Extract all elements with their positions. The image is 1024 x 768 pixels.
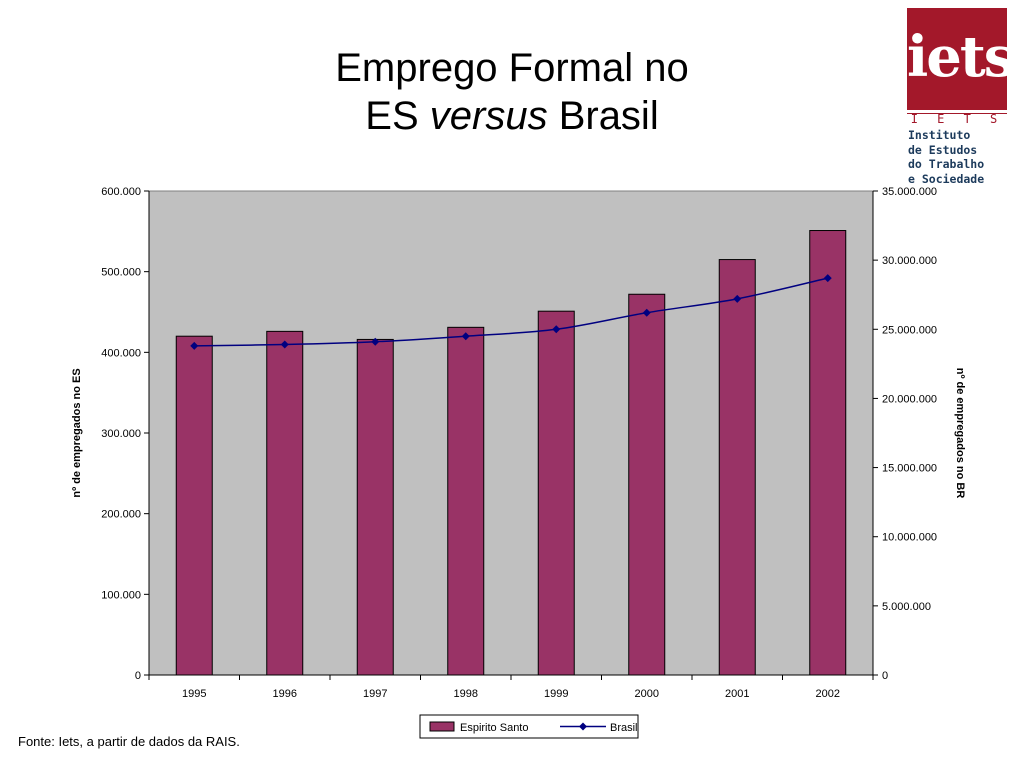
title-brasil: Brasil [558, 94, 659, 138]
logo-mark [907, 8, 1007, 110]
marker-brasil [733, 294, 742, 303]
marker-brasil [461, 332, 470, 341]
marker-brasil [371, 337, 380, 346]
slide-title: Emprego Formal no ES versus Brasil [0, 44, 1024, 140]
logo-name-line: de Estudos [908, 142, 978, 157]
title-line-1: Emprego Formal no [335, 46, 689, 90]
marker-brasil [280, 340, 289, 349]
y-axis-label: nº de empregados no ES [71, 368, 83, 497]
y-tick-label: 100.000 [101, 589, 141, 601]
bar-espirito-santo [356, 338, 394, 676]
logo-name-line: e Sociedade [908, 171, 985, 186]
plot-area [148, 190, 874, 676]
iets-logo: iets I E T S Instituto de Estudos do Tra… [904, 8, 1015, 196]
y-tick-label: 200.000 [101, 509, 141, 521]
y2-tick-label: 5.000.000 [882, 601, 931, 613]
legend-label-brasil: Brasil [610, 722, 638, 734]
logo-abbreviation: I E T S [910, 112, 1004, 126]
title-es: ES [365, 94, 419, 138]
logo-letters: iets [907, 24, 1015, 90]
y2-tick-label: 20.000.000 [882, 393, 937, 405]
x-tick-label: 1996 [273, 688, 297, 700]
title-line-2: ES versus Brasil [0, 92, 1024, 140]
bar-espirito-santo [447, 326, 485, 676]
title-versus: versus [429, 94, 548, 138]
source-note: Fonte: Iets, a partir de dados da RAIS. [18, 734, 240, 749]
logo-institute-name: Instituto de Estudos do Trabalho e Socie… [908, 128, 1012, 186]
logo-name-line: Instituto [908, 128, 971, 142]
marker-brasil [552, 325, 561, 334]
x-tick-label: 2002 [816, 688, 840, 700]
legend-swatch-espirito-santo [429, 721, 455, 732]
x-tick-label: 2001 [725, 688, 749, 700]
logo-rule [907, 113, 1007, 114]
y-tick-label: 500.000 [101, 267, 141, 279]
legend-marker-brasil [579, 722, 587, 731]
legend [419, 714, 639, 739]
y-tick-label: 400.000 [101, 347, 141, 359]
y-tick-label: 300.000 [101, 428, 141, 440]
x-tick-label: 2000 [635, 688, 659, 700]
bar-espirito-santo [809, 230, 847, 676]
x-tick-label: 1999 [544, 688, 568, 700]
bar-espirito-santo [266, 330, 304, 676]
marker-brasil [823, 274, 832, 283]
marker-brasil [190, 341, 199, 350]
bar-espirito-santo [718, 259, 756, 676]
marker-brasil [642, 308, 651, 317]
y-tick-label: 600.000 [101, 186, 141, 198]
x-tick-label: 1998 [454, 688, 478, 700]
legend-label-espirito-santo: Espirito Santo [460, 722, 528, 734]
y-tick-label: 0 [135, 670, 141, 682]
y2-tick-label: 35.000.000 [882, 186, 937, 198]
y2-axis-label: nº de empregados no BR [954, 368, 966, 499]
x-tick-label: 1995 [182, 688, 206, 700]
bar-espirito-santo [537, 310, 575, 676]
bar-espirito-santo [628, 293, 666, 676]
y2-tick-label: 10.000.000 [882, 532, 937, 544]
logo-name-line: do Trabalho [908, 157, 985, 171]
line-brasil [194, 277, 828, 347]
y2-tick-label: 25.000.000 [882, 324, 937, 336]
x-tick-label: 1997 [363, 688, 387, 700]
y2-tick-label: 15.000.000 [882, 463, 937, 475]
y2-tick-label: 0 [882, 670, 888, 682]
y2-tick-label: 30.000.000 [882, 255, 937, 267]
bar-espirito-santo [175, 335, 213, 676]
